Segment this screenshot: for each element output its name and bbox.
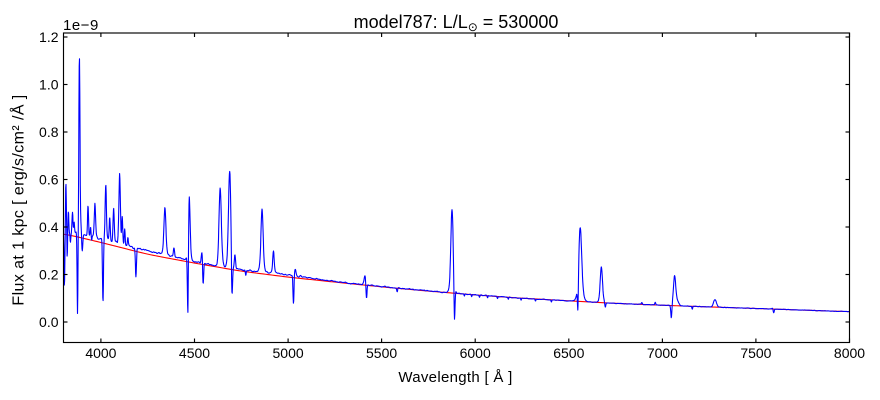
svg-text:0.0: 0.0 bbox=[39, 314, 59, 330]
svg-text:Flux at 1 kpc [ erg/s/cm² /Å ]: Flux at 1 kpc [ erg/s/cm² /Å ] bbox=[9, 94, 28, 305]
svg-text:4500: 4500 bbox=[179, 345, 210, 361]
svg-text:0.6: 0.6 bbox=[39, 172, 59, 188]
svg-text:6500: 6500 bbox=[553, 345, 584, 361]
svg-text:5000: 5000 bbox=[273, 345, 304, 361]
svg-text:7500: 7500 bbox=[740, 345, 771, 361]
svg-text:6000: 6000 bbox=[460, 345, 491, 361]
svg-text:0.8: 0.8 bbox=[39, 124, 59, 140]
svg-text:5500: 5500 bbox=[366, 345, 397, 361]
svg-text:4000: 4000 bbox=[85, 345, 116, 361]
svg-text:7000: 7000 bbox=[647, 345, 678, 361]
svg-text:8000: 8000 bbox=[834, 345, 865, 361]
svg-text:1.2: 1.2 bbox=[39, 29, 59, 45]
svg-text:0.2: 0.2 bbox=[39, 267, 59, 283]
svg-text:1.0: 1.0 bbox=[39, 77, 59, 93]
svg-text:1e−9: 1e−9 bbox=[63, 17, 99, 34]
svg-text:model787: L/L⊙ = 530000: model787: L/L⊙ = 530000 bbox=[354, 12, 559, 34]
svg-text:0.4: 0.4 bbox=[39, 219, 59, 235]
svg-text:Wavelength [ Å ]: Wavelength [ Å ] bbox=[398, 369, 512, 386]
